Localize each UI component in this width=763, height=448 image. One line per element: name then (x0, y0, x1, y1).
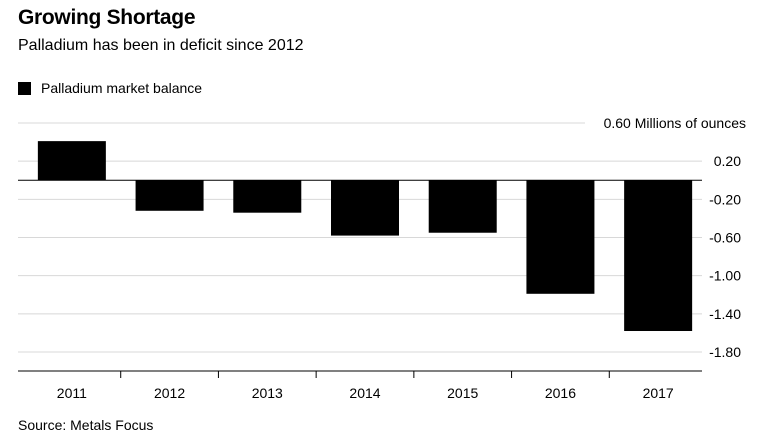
y-tick-label: 0.20 (714, 153, 741, 169)
legend-swatch (18, 81, 31, 95)
x-tick-label: 2011 (57, 385, 87, 401)
chart-subtitle: Palladium has been in deficit since 2012 (18, 37, 304, 54)
legend-label: Palladium market balance (41, 80, 203, 96)
chart-title: Growing Shortage (18, 6, 196, 29)
bar-2012 (135, 180, 204, 211)
y-tick-label: 0.60 Millions of ounces (604, 115, 746, 131)
y-tick-label: -0.20 (709, 191, 741, 207)
y-tick-label: -1.80 (709, 344, 741, 360)
axes: 0.60 Millions of ounces 0.20 -0.20 -0.60 -1.… (18, 115, 746, 401)
bar-2013 (233, 180, 302, 213)
x-tick-label: 2016 (545, 385, 576, 401)
bar-2015 (428, 180, 497, 233)
x-tick-label: 2017 (643, 385, 674, 401)
bars (37, 141, 693, 332)
y-tick-label: -0.60 (709, 230, 741, 246)
bar-2016 (526, 180, 595, 294)
y-tick-label: -1.40 (709, 306, 741, 322)
x-tick-label: 2013 (252, 385, 283, 401)
y-tick-label: -1.00 (709, 268, 741, 284)
gridlines (18, 122, 702, 353)
source-note: Source: Metals Focus (18, 417, 154, 433)
bar-2011 (37, 141, 106, 181)
bar-2017 (624, 180, 693, 332)
x-tick-label: 2012 (154, 385, 185, 401)
bar-2014 (331, 180, 399, 236)
x-tick-label: 2014 (349, 385, 380, 401)
x-tick-label: 2015 (447, 385, 478, 401)
legend: Palladium market balance (18, 80, 202, 96)
